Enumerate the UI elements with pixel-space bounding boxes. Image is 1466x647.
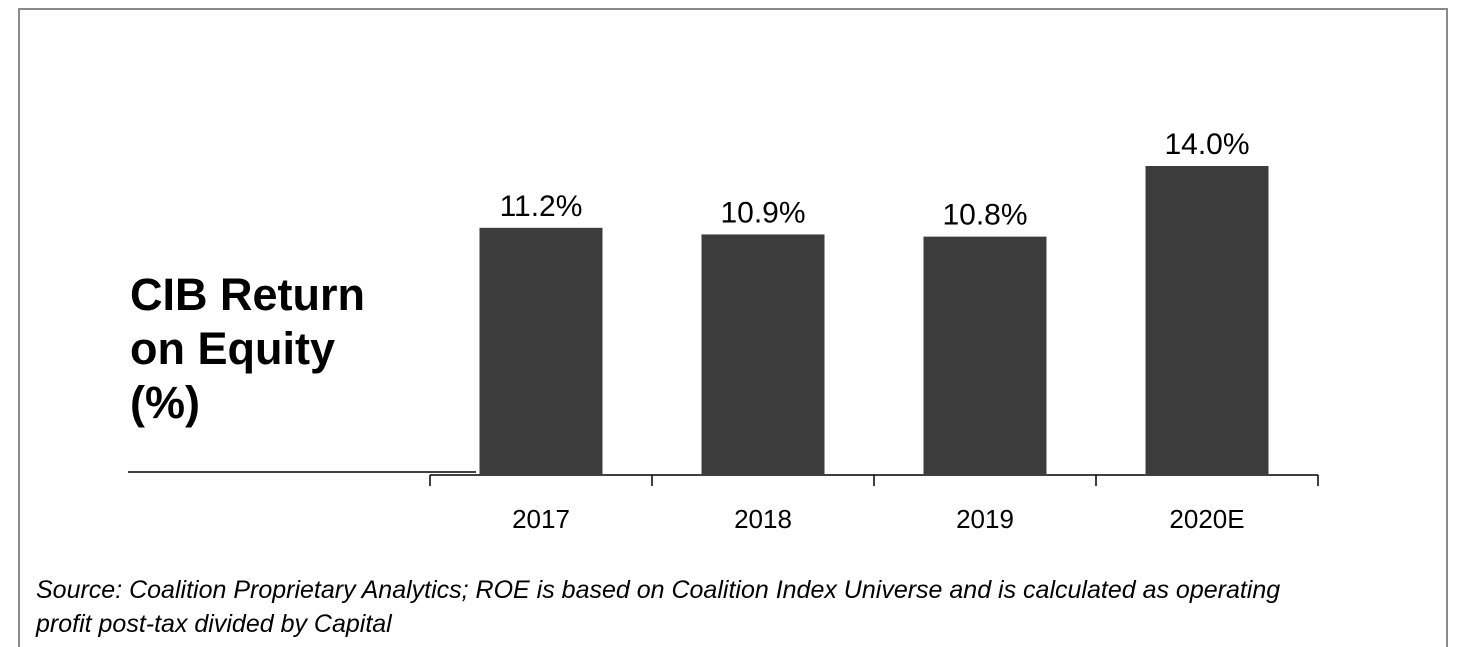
source-note: Source: Coalition Proprietary Analytics;…	[36, 576, 1281, 638]
bar	[479, 227, 603, 475]
value-label: 11.2%	[500, 190, 583, 223]
x-tick-label: 2019	[956, 504, 1014, 534]
bar	[923, 236, 1047, 475]
x-tick-label: 2017	[512, 504, 570, 534]
x-tick-label: 2018	[734, 504, 792, 534]
x-tick-label: 2020E	[1169, 504, 1244, 534]
value-label: 10.9%	[720, 196, 805, 229]
bar	[701, 234, 825, 475]
bar	[1145, 166, 1269, 475]
chart-title: CIB Return on Equity (%)	[130, 269, 365, 428]
frame	[18, 8, 1448, 647]
value-label: 10.8%	[942, 199, 1027, 232]
value-label: 14.0%	[1164, 128, 1249, 161]
